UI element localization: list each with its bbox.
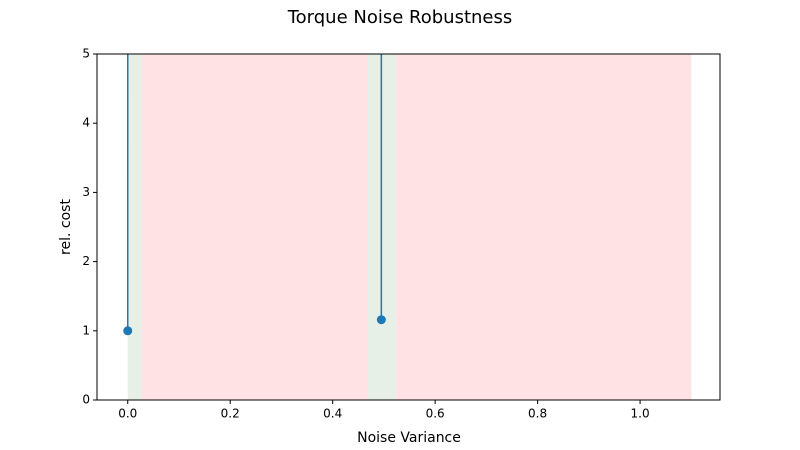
x-tick-label: 0.8 bbox=[528, 407, 547, 421]
axes: 0.0 0.2 0.4 0.6 0.8 1.0 0 1 2 3 4 5 bbox=[82, 47, 649, 421]
y-tick-label: 3 bbox=[82, 185, 90, 199]
chart-title: Torque Noise Robustness bbox=[287, 7, 513, 28]
x-tick-label: 1.0 bbox=[631, 407, 650, 421]
y-tick-label: 4 bbox=[82, 116, 90, 130]
spans bbox=[127, 54, 692, 400]
x-tick-label: 0.6 bbox=[426, 407, 445, 421]
marker bbox=[123, 326, 133, 336]
x-tick-label: 0.2 bbox=[221, 407, 240, 421]
plot-area bbox=[123, 54, 386, 336]
x-tick-label: 0.0 bbox=[118, 407, 137, 421]
span bbox=[141, 54, 369, 400]
x-tick-label: 0.4 bbox=[323, 407, 342, 421]
span bbox=[127, 54, 142, 400]
y-tick-label: 2 bbox=[82, 254, 90, 268]
y-tick-label: 1 bbox=[82, 323, 90, 337]
span bbox=[395, 54, 692, 400]
plot-frame bbox=[96, 53, 721, 401]
y-tick-label: 5 bbox=[82, 47, 90, 61]
marker bbox=[376, 315, 386, 325]
y-tick-label: 0 bbox=[82, 393, 90, 407]
y-axis-label: rel. cost bbox=[58, 199, 74, 255]
x-axis-label: Noise Variance bbox=[357, 430, 461, 446]
